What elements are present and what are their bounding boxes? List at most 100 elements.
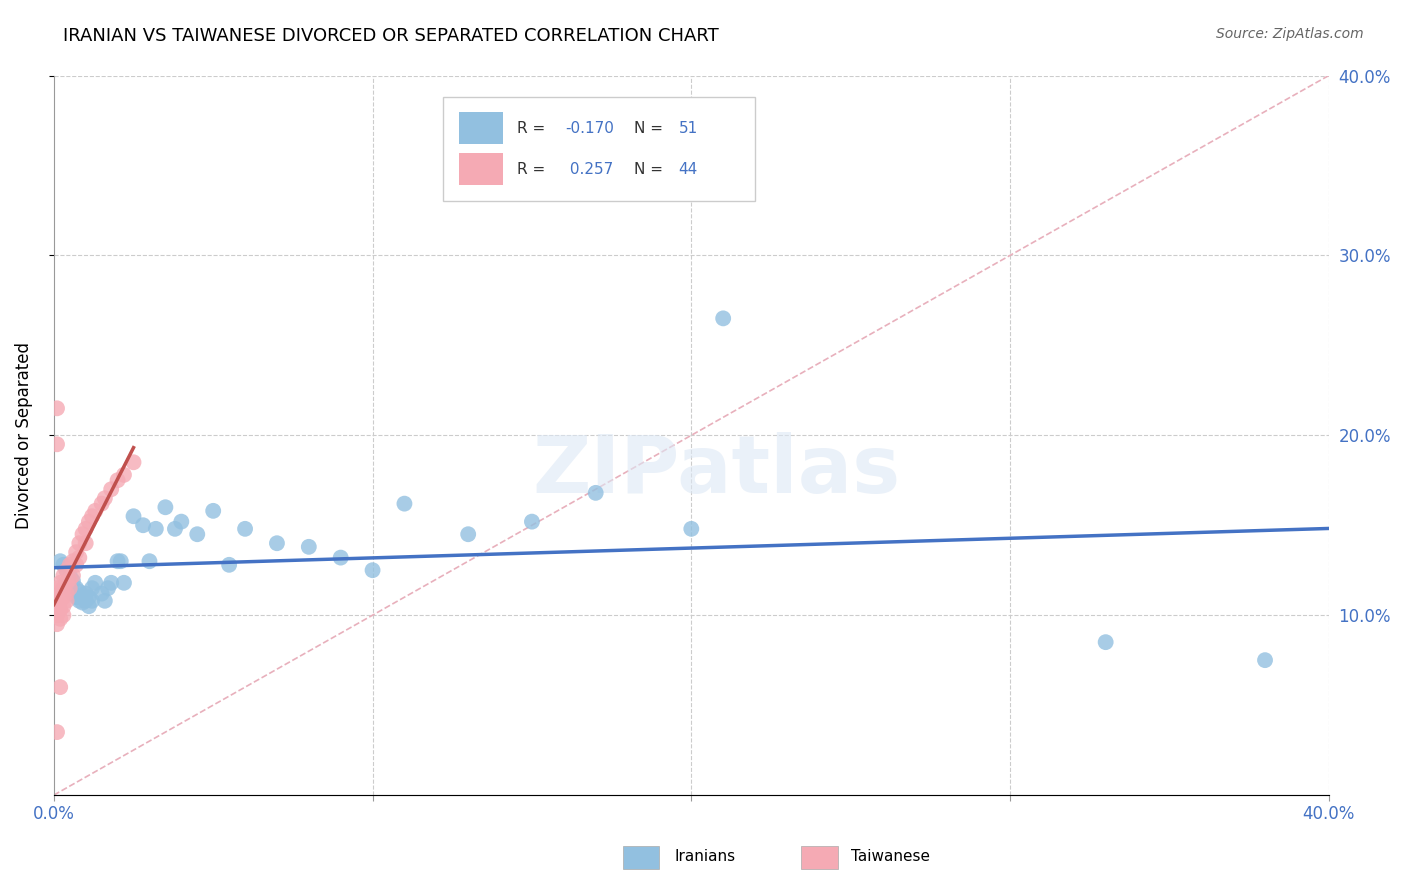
Point xyxy=(681,522,703,536)
Point xyxy=(77,590,100,604)
Text: -0.170: -0.170 xyxy=(565,120,614,136)
Text: Source: ZipAtlas.com: Source: ZipAtlas.com xyxy=(1216,27,1364,41)
Point xyxy=(170,515,193,529)
Point xyxy=(72,590,94,604)
Point xyxy=(65,590,87,604)
Y-axis label: Divorced or Separated: Divorced or Separated xyxy=(15,342,32,529)
Point xyxy=(52,581,75,595)
Point xyxy=(55,586,77,600)
Point xyxy=(46,581,69,595)
Point xyxy=(52,558,75,572)
Text: 44: 44 xyxy=(679,161,697,177)
Point xyxy=(46,437,69,451)
Point xyxy=(52,608,75,623)
Text: ZIPatlas: ZIPatlas xyxy=(533,433,901,510)
Text: R =: R = xyxy=(516,161,550,177)
Point xyxy=(65,545,87,559)
Point xyxy=(67,584,90,599)
Point xyxy=(67,536,90,550)
Point xyxy=(80,594,103,608)
Point xyxy=(62,554,84,568)
Point xyxy=(1254,653,1277,667)
Point xyxy=(75,586,97,600)
Point xyxy=(329,550,352,565)
Point xyxy=(65,581,87,595)
Point xyxy=(67,550,90,565)
Point xyxy=(711,311,734,326)
Point xyxy=(94,594,117,608)
Point xyxy=(77,599,100,614)
Point xyxy=(49,603,72,617)
Point xyxy=(361,563,384,577)
Point xyxy=(59,581,82,595)
Text: N =: N = xyxy=(634,161,668,177)
Text: IRANIAN VS TAIWANESE DIVORCED OR SEPARATED CORRELATION CHART: IRANIAN VS TAIWANESE DIVORCED OR SEPARAT… xyxy=(63,27,718,45)
Point xyxy=(112,575,135,590)
Point xyxy=(394,497,416,511)
Point xyxy=(49,554,72,568)
Point xyxy=(46,608,69,623)
Point xyxy=(52,599,75,614)
Point xyxy=(233,522,256,536)
Point xyxy=(1094,635,1116,649)
Point xyxy=(55,594,77,608)
Point xyxy=(585,486,607,500)
Point xyxy=(49,680,72,694)
Point xyxy=(46,599,69,614)
Point xyxy=(266,536,288,550)
Point xyxy=(80,581,103,595)
Point xyxy=(84,575,107,590)
Point xyxy=(59,581,82,595)
Point xyxy=(55,563,77,577)
Point xyxy=(218,558,240,572)
Point xyxy=(62,568,84,582)
Text: Taiwanese: Taiwanese xyxy=(851,849,929,863)
Point xyxy=(107,473,129,487)
Point xyxy=(97,581,120,595)
Point xyxy=(75,536,97,550)
Point xyxy=(457,527,479,541)
Point xyxy=(62,574,84,588)
Point xyxy=(72,527,94,541)
Point xyxy=(46,590,69,604)
Point xyxy=(46,617,69,632)
Point xyxy=(100,482,122,496)
Point xyxy=(107,554,129,568)
Point xyxy=(112,467,135,482)
Point xyxy=(55,563,77,577)
Point xyxy=(75,594,97,608)
Point xyxy=(77,515,100,529)
Text: R =: R = xyxy=(516,120,550,136)
Point xyxy=(100,575,122,590)
Point xyxy=(155,500,177,515)
Point xyxy=(90,586,112,600)
Point xyxy=(145,522,167,536)
Text: 0.257: 0.257 xyxy=(565,161,613,177)
Point xyxy=(52,568,75,582)
Point xyxy=(46,401,69,416)
Point xyxy=(122,455,145,469)
Point xyxy=(62,586,84,600)
Text: N =: N = xyxy=(634,120,668,136)
Point xyxy=(132,518,155,533)
Point xyxy=(186,527,208,541)
Point xyxy=(55,575,77,590)
Point xyxy=(59,572,82,586)
Point xyxy=(46,725,69,739)
Point xyxy=(49,575,72,590)
Point xyxy=(55,575,77,590)
Point xyxy=(72,596,94,610)
Point xyxy=(65,558,87,572)
FancyBboxPatch shape xyxy=(460,153,502,185)
Point xyxy=(110,554,132,568)
Point xyxy=(94,491,117,506)
Point xyxy=(59,558,82,572)
Point xyxy=(52,590,75,604)
Point xyxy=(122,509,145,524)
Text: 51: 51 xyxy=(679,120,697,136)
FancyBboxPatch shape xyxy=(443,97,755,202)
Point xyxy=(163,522,186,536)
Point xyxy=(298,540,321,554)
Point xyxy=(49,586,72,600)
Point xyxy=(49,612,72,626)
